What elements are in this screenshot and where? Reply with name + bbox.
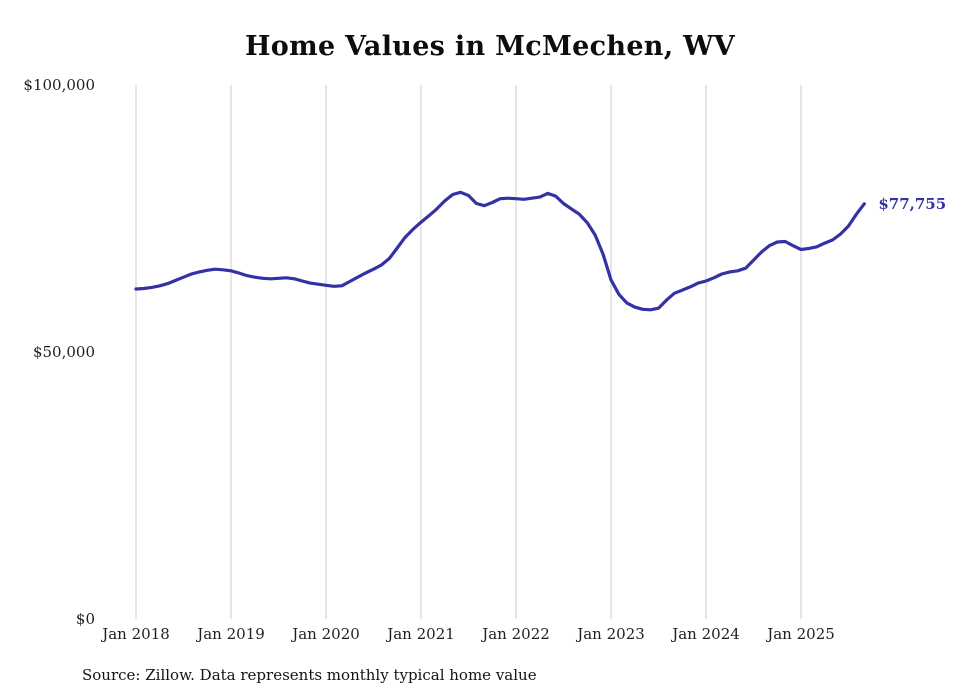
- x-tick-label: Jan 2020: [292, 625, 360, 643]
- x-tick-label: Jan 2018: [102, 625, 170, 643]
- x-tick-label: Jan 2019: [197, 625, 265, 643]
- x-tick-label: Jan 2025: [767, 625, 835, 643]
- latest-value-label: $77,755: [878, 194, 947, 213]
- y-tick-label: $50,000: [32, 343, 95, 361]
- value-line: [134, 190, 866, 312]
- y-tick-label: $0: [75, 610, 95, 628]
- x-tick-label: Jan 2023: [577, 625, 645, 643]
- x-tick-label: Jan 2022: [482, 625, 550, 643]
- x-tick-label: Jan 2024: [672, 625, 740, 643]
- chart-title: Home Values in McMechen, WV: [244, 31, 736, 62]
- source-note: Source: Zillow. Data represents monthly …: [82, 666, 537, 684]
- x-tick-label: Jan 2021: [387, 625, 455, 643]
- y-tick-label: $100,000: [23, 76, 95, 94]
